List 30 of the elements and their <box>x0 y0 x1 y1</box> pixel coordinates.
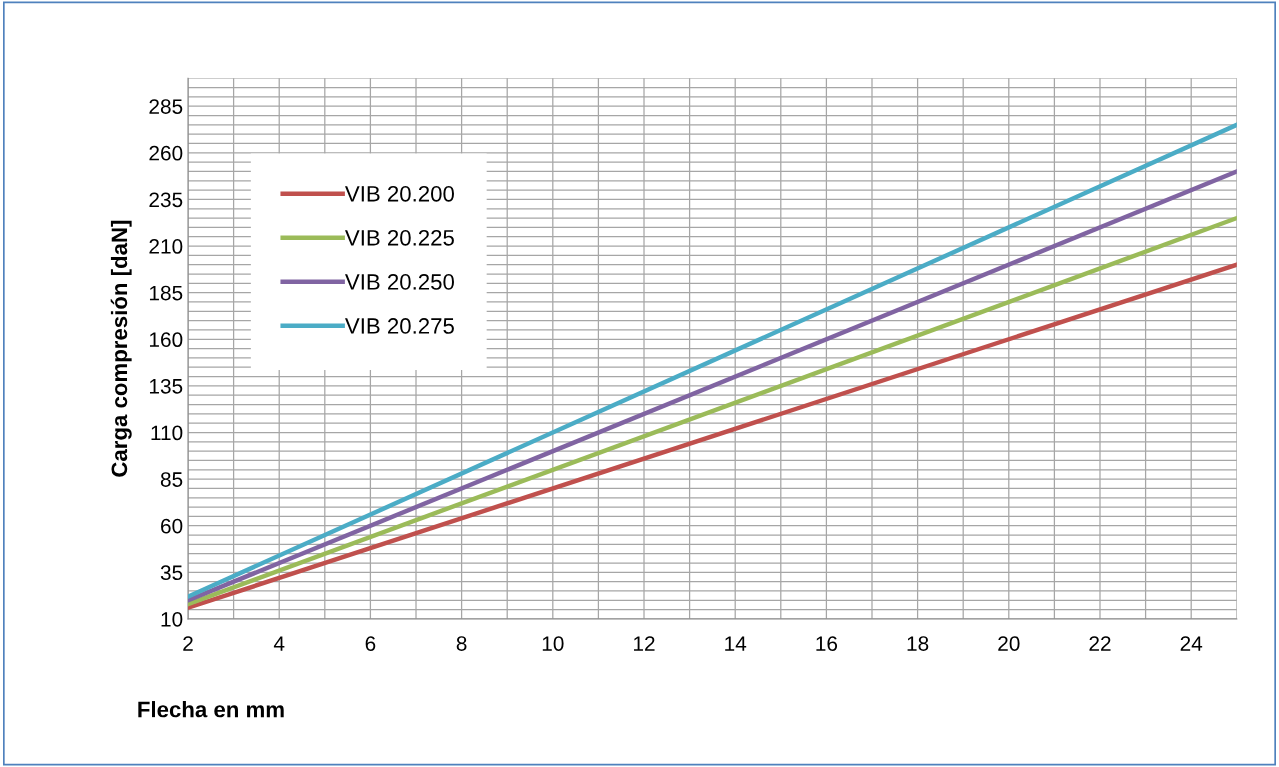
x-tick-label: 24 <box>1180 636 1203 651</box>
x-axis-title: Flecha en mm <box>138 701 284 718</box>
legend-label: VIB 20.250 <box>344 274 454 290</box>
y-tick-label: 235 <box>149 192 183 208</box>
x-tick-label: 8 <box>456 636 467 651</box>
legend-label: VIB 20.200 <box>344 185 454 202</box>
y-tick-label: 260 <box>149 145 183 161</box>
y-tick-label: 10 <box>161 611 183 627</box>
y-tick-label: 85 <box>160 472 183 487</box>
x-tick-label: 2 <box>183 636 193 651</box>
x-tick-label: 4 <box>273 636 285 651</box>
x-tick-label: 10 <box>542 636 564 651</box>
y-tick-label: 160 <box>149 332 183 348</box>
y-tick-label: 185 <box>149 285 183 301</box>
x-tick-label: 14 <box>725 636 747 651</box>
x-tick-label: 16 <box>816 636 838 651</box>
y-tick-label: 110 <box>151 425 183 441</box>
y-tick-label: 285 <box>149 99 183 114</box>
legend-label: VIB 20.275 <box>344 318 454 334</box>
y-tick-label: 210 <box>149 239 183 254</box>
x-tick-label: 6 <box>365 636 376 651</box>
x-tick-label: 20 <box>998 636 1020 651</box>
y-tick-label: 135 <box>149 378 183 394</box>
y-axis-title: Carga compresión [daN] <box>110 220 132 477</box>
x-tick-label: 12 <box>634 636 655 651</box>
legend-label: VIB 20.225 <box>344 229 454 246</box>
x-tick-label: 18 <box>907 636 929 651</box>
y-tick-label: 60 <box>161 518 183 534</box>
y-tick-label: 35 <box>160 565 183 581</box>
x-tick-label: 22 <box>1089 636 1111 651</box>
